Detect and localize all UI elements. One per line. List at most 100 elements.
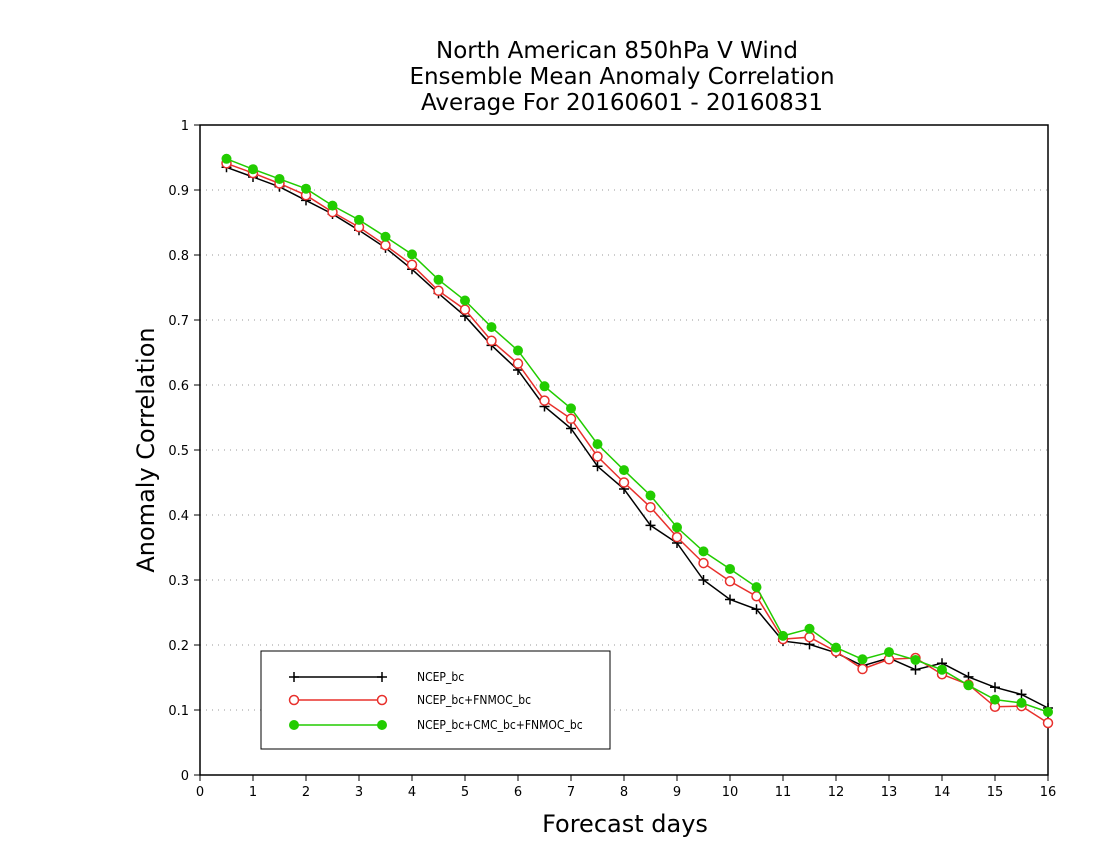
x-axis-label: Forecast days <box>542 810 708 838</box>
data-point <box>592 451 603 462</box>
data-point <box>990 682 1000 693</box>
legend-marker <box>377 720 387 730</box>
legend-entry: NCEP_bc+FNMOC_bc <box>288 693 531 707</box>
data-point <box>698 575 709 585</box>
legend-marker <box>376 694 388 706</box>
y-tick-label: 0.3 <box>168 574 189 589</box>
data-point <box>725 594 735 605</box>
data-point <box>566 403 576 414</box>
data-point <box>486 335 497 347</box>
x-tick-label: 12 <box>828 785 845 800</box>
y-tick-label: 0.1 <box>168 704 189 719</box>
x-tick-label: 14 <box>934 785 951 800</box>
data-point <box>592 439 603 450</box>
data-point <box>910 664 921 675</box>
data-point <box>645 490 656 501</box>
x-tick-label: 5 <box>461 785 469 800</box>
legend-label: NCEP_bc+CMC_bc+FNMOC_bc <box>417 718 583 732</box>
data-point <box>592 461 603 472</box>
data-point <box>857 663 868 675</box>
data-point <box>804 623 815 634</box>
y-tick-label: 0.7 <box>168 314 189 329</box>
legend-marker <box>288 694 300 706</box>
data-point <box>513 345 523 356</box>
legend-marker <box>289 720 299 730</box>
data-point <box>698 546 709 557</box>
gridlines <box>200 189 1048 711</box>
data-point <box>354 214 364 225</box>
data-point <box>380 240 391 251</box>
y-tick-label: 0.2 <box>168 639 189 654</box>
x-tick-label: 9 <box>673 785 681 800</box>
legend-entry: NCEP_bc+CMC_bc+FNMOC_bc <box>289 718 583 732</box>
y-tick-label: 1 <box>181 119 189 134</box>
data-point <box>433 285 444 296</box>
data-point <box>831 642 841 653</box>
chart-title-line-3: Average For 20160601 - 20160831 <box>421 90 823 116</box>
data-point <box>512 358 524 369</box>
series-NCEP_bc+FNMOC_bc <box>221 158 1054 729</box>
x-tick-label: 1 <box>249 785 257 800</box>
legend-marker <box>289 672 299 682</box>
data-point <box>937 664 947 675</box>
series-line <box>226 166 1049 709</box>
series-line <box>226 162 1049 724</box>
data-point <box>566 423 576 434</box>
data-point <box>724 576 736 587</box>
legend: NCEP_bc NCEP_bc+FNMOC_bc NCEP_bc+CMC_bc+FN… <box>260 650 611 750</box>
data-point <box>698 557 709 569</box>
data-point <box>1016 697 1027 708</box>
data-point <box>645 520 656 531</box>
x-tick-label: 10 <box>722 785 739 800</box>
legend-label: NCEP_bc <box>417 670 464 684</box>
y-tick-label: 0.9 <box>168 184 189 199</box>
data-point <box>1016 689 1027 700</box>
data-point <box>990 694 1000 705</box>
data-point <box>645 501 656 513</box>
data-point <box>565 413 577 425</box>
data-point <box>778 630 788 641</box>
chart-title: North American 850hPa V Wind Ensemble Me… <box>409 38 834 116</box>
x-tick-label: 0 <box>196 785 204 800</box>
x-tick-label: 13 <box>881 785 898 800</box>
x-axis: 0 1 2 3 4 5 6 7 8 9 10 11 12 13 14 15 16 <box>196 775 1056 800</box>
data-point <box>671 531 683 543</box>
y-axis: 0 0.1 0.2 0.3 0.4 0.5 0.6 0.7 0.8 0.9 1 <box>168 119 200 784</box>
data-point <box>274 173 285 184</box>
data-point <box>725 563 735 574</box>
data-point <box>380 231 391 242</box>
series-NCEP_bc+CMC_bc+FNMOC_bc <box>221 153 1053 717</box>
data-point <box>884 647 894 658</box>
series-NCEP_bc <box>221 162 1053 714</box>
series-layer <box>221 153 1054 729</box>
legend-marker <box>377 672 387 682</box>
x-tick-label: 2 <box>302 785 310 800</box>
series-line <box>226 158 1049 713</box>
data-point <box>407 249 417 260</box>
y-tick-label: 0.6 <box>168 379 189 394</box>
x-tick-label: 3 <box>355 785 363 800</box>
data-point <box>539 395 550 406</box>
data-point <box>618 477 630 488</box>
chart-title-line-1: North American 850hPa V Wind <box>436 38 798 64</box>
data-point <box>460 295 470 306</box>
data-point <box>486 322 497 333</box>
data-point <box>1043 706 1053 717</box>
x-tick-label: 8 <box>620 785 628 800</box>
y-tick-label: 0.8 <box>168 249 189 264</box>
data-point <box>248 164 258 175</box>
y-tick-label: 0 <box>181 769 189 784</box>
data-point <box>406 259 418 270</box>
x-tick-label: 4 <box>408 785 416 800</box>
x-tick-label: 15 <box>987 785 1004 800</box>
data-point <box>539 381 550 392</box>
data-point <box>221 153 232 164</box>
data-point <box>963 680 974 691</box>
data-point <box>1042 717 1054 729</box>
data-point <box>857 654 868 665</box>
data-point <box>327 200 338 211</box>
legend-entry: NCEP_bc <box>289 670 464 684</box>
data-point <box>910 654 921 665</box>
x-tick-label: 7 <box>567 785 575 800</box>
